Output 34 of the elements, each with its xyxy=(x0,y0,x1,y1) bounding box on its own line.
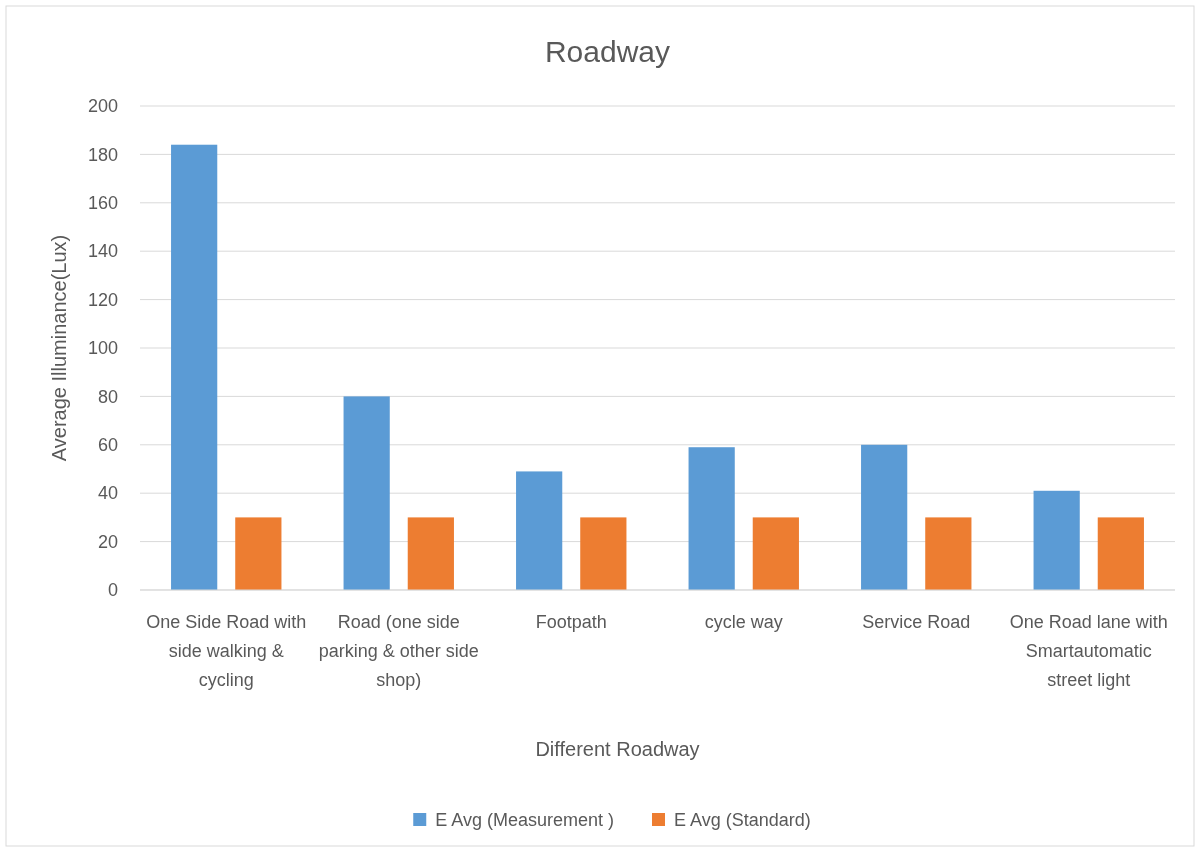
y-tick-label: 140 xyxy=(87,241,118,262)
y-tick-label: 40 xyxy=(97,483,118,504)
y-tick-label: 180 xyxy=(87,144,118,165)
legend-label: E Avg (Measurement ) xyxy=(435,810,614,830)
bar xyxy=(516,471,563,590)
bar xyxy=(752,517,799,590)
y-tick-label: 100 xyxy=(87,338,118,359)
bar xyxy=(580,517,627,590)
bar xyxy=(1097,517,1144,590)
x-tick-label: One Road lane with Smartautomatic street light xyxy=(1009,612,1168,690)
y-tick-label: 200 xyxy=(87,96,118,117)
y-tick-label: 160 xyxy=(87,193,118,214)
y-tick-label: 120 xyxy=(87,289,118,310)
bar xyxy=(925,517,972,590)
chart-title: Roadway xyxy=(544,35,671,68)
x-tick-label: Footpath xyxy=(535,612,607,632)
bar xyxy=(861,444,908,590)
bar xyxy=(235,517,282,590)
x-tick-label: Service Road xyxy=(862,612,971,632)
bar xyxy=(1033,490,1080,590)
bar xyxy=(343,396,390,590)
bar xyxy=(171,144,218,590)
bar xyxy=(688,447,735,590)
bar xyxy=(407,517,454,590)
legend-label: E Avg (Standard) xyxy=(674,810,811,830)
y-tick-label: 80 xyxy=(97,386,118,407)
y-tick-label: 60 xyxy=(97,435,118,456)
x-tick-label: Road (one side parking & other side shop) xyxy=(318,612,479,690)
y-tick-label: 0 xyxy=(107,580,118,601)
y-axis-title: Average Illuminance(Lux) xyxy=(48,234,70,462)
x-tick-label: One Side Road with side walking & cycling xyxy=(146,612,307,690)
x-tick-label: cycle way xyxy=(704,612,783,632)
x-axis-title: Different Roadway xyxy=(535,738,700,760)
y-tick-label: 20 xyxy=(97,531,118,552)
